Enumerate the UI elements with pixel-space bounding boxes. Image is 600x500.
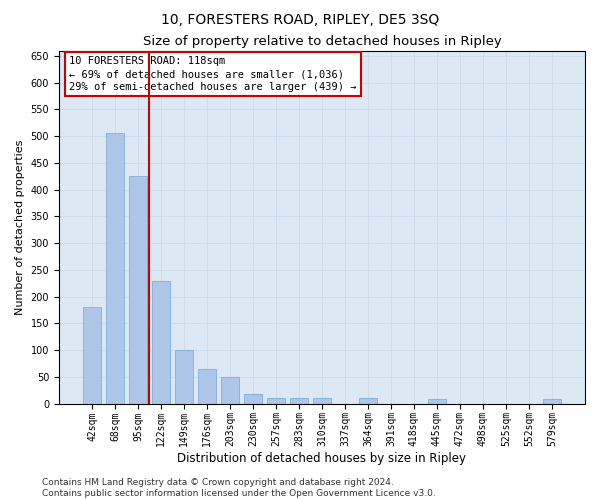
X-axis label: Distribution of detached houses by size in Ripley: Distribution of detached houses by size … [178, 452, 466, 465]
Text: 10, FORESTERS ROAD, RIPLEY, DE5 3SQ: 10, FORESTERS ROAD, RIPLEY, DE5 3SQ [161, 12, 439, 26]
Bar [152, 280, 170, 404]
Bar [221, 377, 239, 404]
Bar [428, 400, 446, 404]
Bar [244, 394, 262, 404]
Bar [359, 398, 377, 404]
Bar [290, 398, 308, 404]
Text: 10 FORESTERS ROAD: 118sqm
← 69% of detached houses are smaller (1,036)
29% of se: 10 FORESTERS ROAD: 118sqm ← 69% of detac… [70, 56, 357, 92]
Bar [83, 308, 101, 404]
Bar [106, 134, 124, 404]
Bar [267, 398, 285, 404]
Bar [313, 398, 331, 404]
Bar [129, 176, 147, 404]
Bar [198, 369, 216, 404]
Text: Contains HM Land Registry data © Crown copyright and database right 2024.
Contai: Contains HM Land Registry data © Crown c… [42, 478, 436, 498]
Bar [542, 400, 561, 404]
Title: Size of property relative to detached houses in Ripley: Size of property relative to detached ho… [143, 35, 502, 48]
Y-axis label: Number of detached properties: Number of detached properties [15, 140, 25, 314]
Bar [175, 350, 193, 404]
